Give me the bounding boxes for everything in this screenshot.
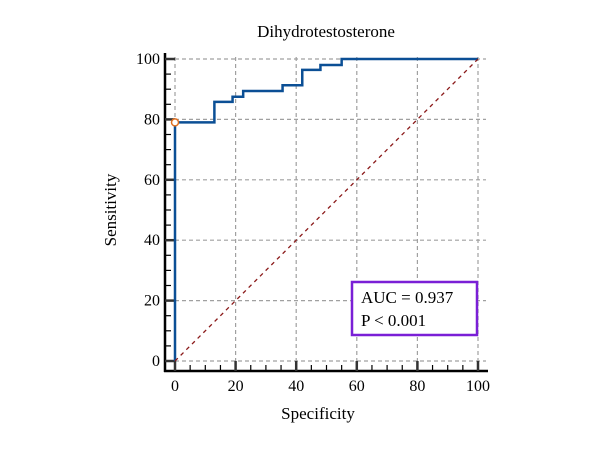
cutoff-point-marker [170, 118, 180, 127]
y-ticks: 0 20 40 60 80 100 [136, 51, 175, 370]
x-tick-label: 80 [409, 378, 425, 395]
x-tick-label: 0 [171, 378, 179, 395]
x-tick-label: 40 [288, 378, 304, 395]
x-tick-label: 100 [466, 378, 490, 395]
p-value-text: P < 0.001 [361, 311, 426, 330]
chart-title: Dihydrotestosterone [257, 22, 395, 41]
y-tick-label: 60 [144, 172, 160, 189]
x-tick-label: 20 [228, 378, 244, 395]
y-tick-label: 100 [136, 51, 160, 68]
grid [174, 57, 486, 371]
y-tick-label: 0 [152, 353, 160, 370]
series-layer [170, 57, 479, 362]
auc-annotation: AUC = 0.937 P < 0.001 [350, 280, 479, 337]
x-ticks: 0 20 40 60 80 100 [171, 361, 490, 395]
y-tick-label: 20 [144, 293, 160, 310]
auc-text: AUC = 0.937 [361, 288, 454, 307]
x-tick-label: 60 [349, 378, 365, 395]
y-tick-label: 40 [144, 232, 160, 249]
x-axis-label: Specificity [281, 404, 355, 423]
annotation-box [350, 280, 479, 337]
y-axis-label: Sensitivity [101, 173, 120, 246]
roc-curve-line [173, 57, 478, 361]
y-tick-label: 80 [144, 111, 160, 128]
